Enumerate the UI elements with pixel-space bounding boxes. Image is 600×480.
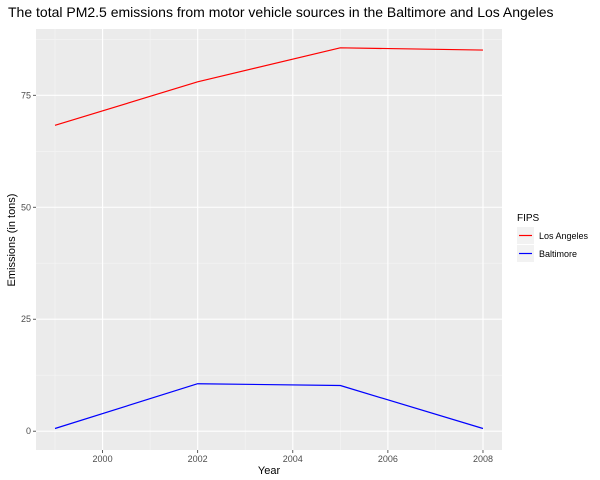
- series-line-los-angeles: [54, 47, 483, 126]
- grid-minor: [36, 29, 502, 450]
- legend-label-los-angeles: Los Angeles: [539, 231, 589, 241]
- plot-panel: [36, 29, 502, 450]
- x-tick-4: 2008: [473, 450, 493, 464]
- x-axis: 2000 2002 2004 2006 2008: [93, 450, 493, 464]
- y-axis-title: Emissions (in tons): [6, 194, 18, 287]
- y-tick-2: 50: [21, 202, 36, 212]
- grid-major: [36, 29, 502, 450]
- x-tick-label-2: 2004: [283, 454, 303, 464]
- x-tick-0: 2000: [93, 450, 113, 464]
- y-tick-label-2: 50: [21, 202, 31, 212]
- legend-title: FIPS: [517, 213, 540, 224]
- y-tick-label-0: 0: [26, 426, 31, 436]
- y-tick-label-1: 25: [21, 314, 31, 324]
- x-tick-1: 2002: [188, 450, 208, 464]
- x-tick-label-0: 2000: [93, 454, 113, 464]
- y-tick-1: 25: [21, 314, 36, 324]
- x-tick-label-4: 2008: [473, 454, 493, 464]
- y-tick-label-3: 75: [21, 90, 31, 100]
- y-axis: 0 25 50 75: [21, 90, 36, 436]
- legend-item-baltimore: Baltimore: [517, 245, 577, 262]
- x-tick-3: 2006: [378, 450, 398, 464]
- chart-title: The total PM2.5 emissions from motor veh…: [8, 4, 553, 20]
- x-tick-2: 2004: [283, 450, 303, 464]
- series-lines: [54, 47, 484, 430]
- x-tick-label-1: 2002: [188, 454, 208, 464]
- legend-label-baltimore: Baltimore: [539, 249, 577, 259]
- series-line-baltimore: [54, 383, 484, 430]
- x-axis-title: Year: [258, 465, 281, 477]
- x-tick-label-3: 2006: [378, 454, 398, 464]
- legend-item-los-angeles: Los Angeles: [517, 227, 589, 244]
- y-tick-3: 75: [21, 90, 36, 100]
- y-tick-0: 0: [26, 426, 36, 436]
- legend: FIPS Los Angeles Baltimore: [517, 213, 589, 262]
